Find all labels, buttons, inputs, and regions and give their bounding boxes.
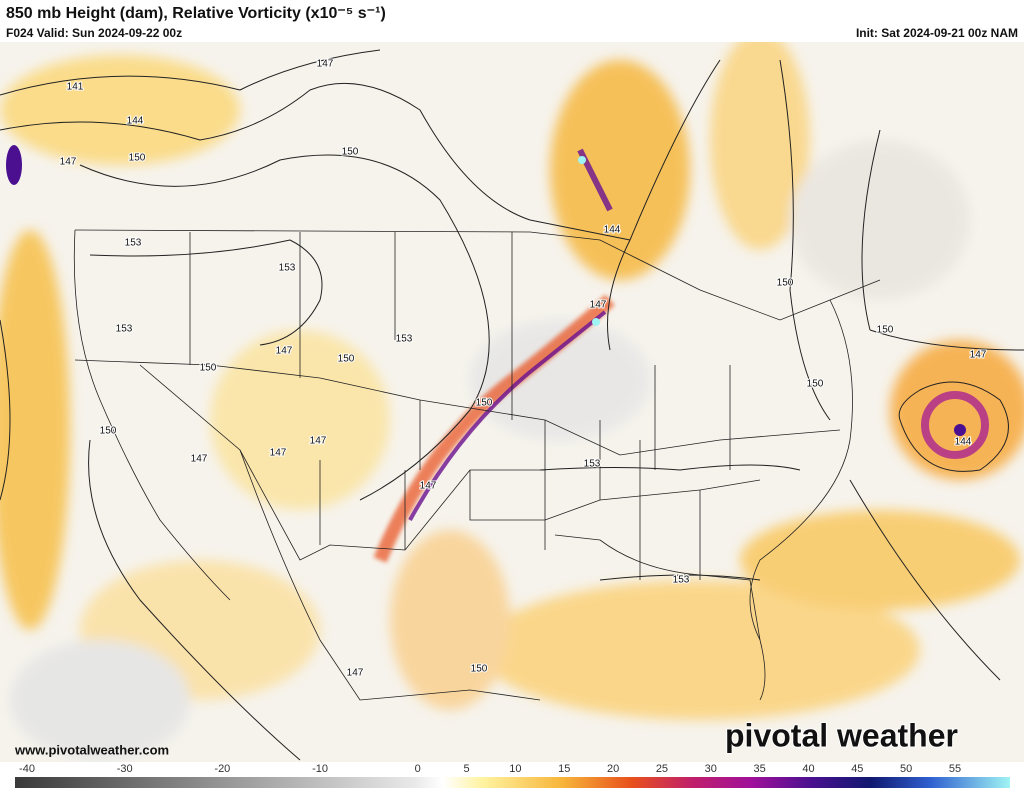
colorbar-label: 50 (900, 763, 912, 775)
colorbar-label: 45 (851, 763, 863, 775)
contour-label: 147 (347, 668, 364, 679)
contour-label: 147 (276, 346, 293, 357)
contour-label: 144 (127, 116, 144, 127)
logo: pivotal weather (725, 717, 958, 753)
contour-label: 153 (396, 334, 413, 345)
colorbar-label: 10 (509, 763, 521, 775)
valid-time: F024 Valid: Sun 2024-09-22 00z (6, 26, 182, 40)
colorbar (15, 777, 1010, 788)
contour-label: 153 (584, 459, 601, 470)
colorbar-ticks: -40 -30 -20 -10 0 5 10 15 20 25 30 35 40 45 50 55 (19, 763, 961, 775)
contour-label: 153 (116, 324, 133, 335)
colorbar-label: 5 (464, 763, 470, 775)
map (0, 42, 1024, 762)
contour-label: 150 (129, 153, 146, 164)
contour-label: 153 (125, 238, 142, 249)
init-time: Init: Sat 2024-09-21 00z NAM (856, 26, 1018, 40)
contour-label: 147 (270, 448, 287, 459)
contour-labels: 141 144 147 150 147 150 153 153 153 147 150 150 153 1… (59, 58, 988, 680)
contour-label: 147 (191, 454, 208, 465)
colorbar-label: 40 (802, 763, 814, 775)
colorbar-label: 15 (558, 763, 570, 775)
contour-label: 153 (673, 575, 690, 586)
contour-label: 147 (590, 300, 607, 311)
colorbar-label: 20 (607, 763, 619, 775)
contour-label: 147 (310, 436, 327, 447)
contour-label: 150 (877, 325, 894, 336)
colorbar-label: 25 (656, 763, 668, 775)
contour-label: 153 (279, 263, 296, 274)
contour-label: 147 (970, 350, 987, 361)
contour-label: 150 (200, 363, 217, 374)
contour-label: 150 (476, 398, 493, 409)
contour-label: 150 (338, 354, 355, 365)
contour-label: 147 (60, 157, 77, 168)
contour-label: 150 (100, 426, 117, 437)
contour-label: 150 (342, 147, 359, 158)
colorbar-label: -10 (312, 763, 328, 775)
colorbar-label: 35 (754, 763, 766, 775)
contour-label: 150 (777, 278, 794, 289)
colorbar-label: -40 (19, 763, 35, 775)
contour-label: 144 (955, 437, 972, 448)
contour-label: 141 (67, 82, 84, 93)
contour-label: 150 (807, 379, 824, 390)
colorbar-label: 30 (705, 763, 717, 775)
website: www.pivotalweather.com (14, 742, 169, 757)
height-contours (0, 49, 1024, 761)
borders (73, 229, 881, 701)
contour-label: 147 (420, 481, 437, 492)
colorbar-label: 55 (949, 763, 961, 775)
colorbar-label: -30 (117, 763, 133, 775)
contour-label: 144 (604, 225, 621, 236)
contour-label: 150 (471, 664, 488, 675)
contour-label: 147 (317, 59, 334, 70)
colorbar-label: 0 (415, 763, 421, 775)
colorbar-label: -20 (214, 763, 230, 775)
title: 850 mb Height (dam), Relative Vorticity … (6, 5, 386, 22)
